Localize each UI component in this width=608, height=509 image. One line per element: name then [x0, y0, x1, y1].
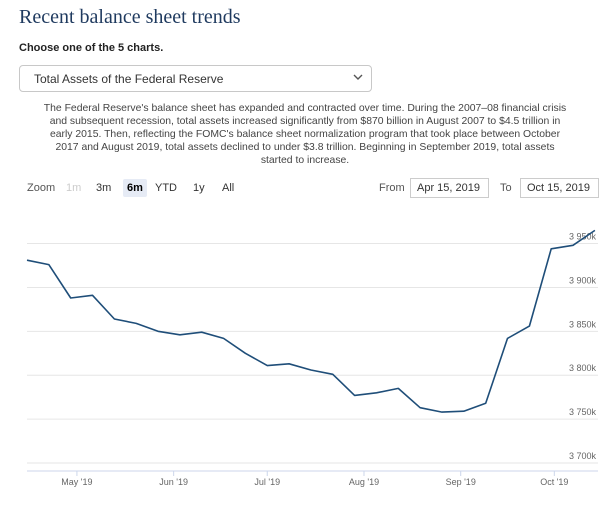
zoom-6m-button[interactable]: 6m — [123, 179, 147, 197]
to-label: To — [500, 182, 512, 194]
zoom-1m-button[interactable]: 1m — [66, 182, 82, 194]
series-line-total-assets — [26, 229, 596, 413]
from-date-input[interactable]: Apr 15, 2019 — [410, 178, 489, 198]
zoom-label: Zoom — [27, 182, 56, 194]
y-tick-label: 3 850k — [569, 319, 597, 329]
chart-select-dropdown[interactable]: Total Assets of the Federal Reserve — [19, 65, 372, 92]
zoom-ytd-button[interactable]: YTD — [155, 182, 177, 194]
y-tick-label: 3 750k — [569, 407, 597, 417]
total-assets-line-chart: 3 700k 3 750k 3 800k 3 850k 3 900k 3 950k May … — [26, 229, 598, 487]
to-date-input[interactable]: Oct 15, 2019 — [520, 178, 599, 198]
x-tick-label: Jun '19 — [159, 477, 188, 487]
chart-select-value: Total Assets of the Federal Reserve — [34, 72, 224, 86]
zoom-1y-button[interactable]: 1y — [193, 182, 205, 194]
page-title: Recent balance sheet trends — [19, 6, 241, 28]
chevron-down-icon — [353, 74, 363, 80]
from-label: From — [379, 182, 405, 194]
zoom-all-button[interactable]: All — [222, 182, 235, 194]
x-tick-label: Aug '19 — [349, 477, 379, 487]
x-tick-label: Sep '19 — [446, 477, 476, 487]
y-tick-label: 3 700k — [569, 451, 597, 461]
x-tick-label: Jul '19 — [254, 477, 280, 487]
chart-chooser-label: Choose one of the 5 charts. — [19, 42, 164, 54]
x-tick-label: May '19 — [61, 477, 92, 487]
y-tick-label: 3 900k — [569, 275, 597, 285]
x-tick-label: Oct '19 — [540, 477, 568, 487]
range-selector: Zoom 1m 3m 6m YTD 1y All From Apr 15, 20… — [0, 178, 608, 199]
zoom-3m-button[interactable]: 3m — [96, 182, 112, 194]
y-tick-label: 3 800k — [569, 363, 597, 373]
chart-description: The Federal Reserve's balance sheet has … — [43, 103, 567, 166]
y-tick-label: 3 950k — [569, 232, 597, 242]
